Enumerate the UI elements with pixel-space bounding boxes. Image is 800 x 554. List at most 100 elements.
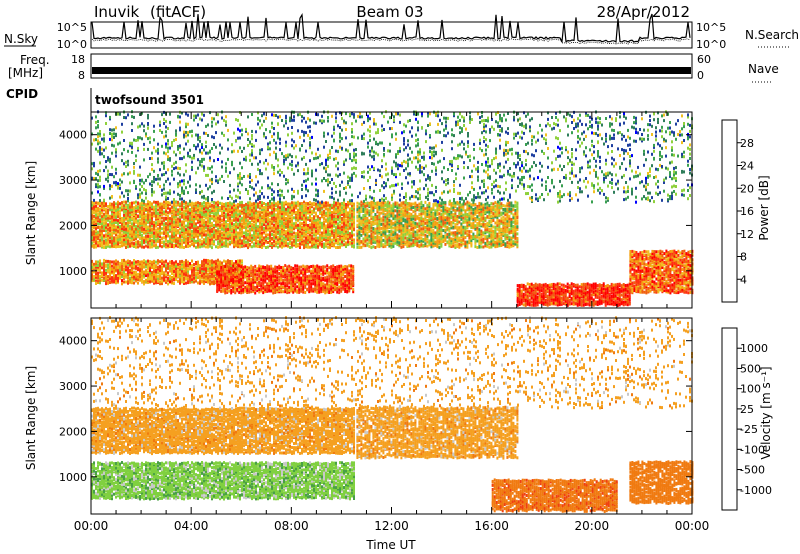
heatmap-cell — [293, 227, 295, 230]
heatmap-cell — [223, 207, 225, 210]
heatmap-cell — [327, 231, 329, 234]
heatmap-cell — [380, 204, 382, 207]
heatmap-cell — [191, 206, 193, 209]
heatmap-cell — [93, 236, 95, 239]
heatmap-cell — [360, 220, 362, 223]
heatmap-cell — [303, 239, 305, 242]
heatmap-cell — [271, 237, 273, 240]
heatmap-cell — [331, 211, 333, 214]
heatmap-cell — [282, 290, 284, 293]
heatmap-cell — [325, 225, 327, 228]
heatmap-cell — [157, 212, 159, 215]
heatmap-cell — [191, 243, 193, 246]
heatmap-cell — [299, 227, 301, 230]
heatmap-cell — [317, 237, 319, 240]
heatmap-cell — [263, 227, 265, 230]
heatmap-cell — [167, 240, 169, 243]
heatmap-cell — [358, 206, 360, 209]
heatmap-cell — [233, 230, 235, 233]
heatmap-cell — [368, 202, 370, 205]
heatmap-cell — [105, 239, 107, 242]
heatmap-cell — [167, 221, 169, 224]
power-panel: 1000200030004000 Slant Range [km] 481216… — [24, 110, 771, 308]
heatmap-cell — [278, 286, 280, 289]
heatmap-cell — [131, 281, 133, 284]
heatmap-cell — [229, 236, 231, 239]
heatmap-cell — [273, 219, 275, 222]
heatmap-cell — [187, 242, 189, 245]
heatmap-cell — [97, 213, 99, 216]
heatmap-cell — [169, 240, 171, 243]
heatmap-cell — [267, 246, 269, 249]
heatmap-cell — [337, 246, 339, 249]
heatmap-cell — [197, 271, 199, 274]
heatmap-cell — [293, 202, 295, 205]
heatmap-cell — [99, 259, 101, 262]
heatmap-cell — [311, 225, 313, 228]
heatmap-cell — [370, 215, 372, 218]
heatmap-cell — [175, 204, 177, 207]
heatmap-cell — [287, 222, 289, 225]
heatmap-cell — [368, 235, 370, 238]
heatmap-cell — [93, 263, 95, 266]
heatmap-cell — [179, 235, 181, 238]
heatmap-cell — [205, 221, 207, 224]
heatmap-cell — [329, 246, 331, 249]
heatmap-cell — [271, 233, 273, 236]
heatmap-cell — [330, 280, 332, 283]
heatmap-cell — [117, 203, 119, 206]
heatmap-cell — [239, 218, 241, 221]
heatmap-cell — [135, 225, 137, 228]
heatmap-cell — [312, 282, 314, 285]
heatmap-cell — [123, 211, 125, 214]
heatmap-cell — [321, 204, 323, 207]
heatmap-cell — [281, 239, 283, 242]
heatmap-cell — [161, 232, 163, 235]
heatmap-cell — [282, 272, 284, 275]
heatmap-cell — [195, 215, 197, 218]
heatmap-cell — [335, 226, 337, 229]
heatmap-cell — [195, 261, 197, 264]
heatmap-cell — [339, 246, 341, 249]
heatmap-cell — [101, 262, 103, 265]
heatmap-cell — [267, 241, 269, 244]
heatmap-cell — [341, 241, 343, 244]
heatmap-cell — [366, 217, 368, 220]
heatmap-cell — [145, 238, 147, 241]
heatmap-cell — [323, 243, 325, 246]
heatmap-cell — [243, 211, 245, 214]
heatmap-cell — [274, 275, 276, 278]
heatmap-cell — [258, 265, 260, 268]
heatmap-cell — [171, 219, 173, 222]
heatmap-cell — [341, 202, 343, 205]
heatmap-cell — [173, 282, 175, 285]
heatmap-cell — [113, 260, 115, 263]
heatmap-cell — [121, 282, 123, 285]
heatmap-cell — [329, 225, 331, 228]
heatmap-cell — [245, 209, 247, 212]
heatmap-cell — [300, 287, 302, 290]
heatmap-cell — [135, 205, 137, 208]
heatmap-cell — [93, 275, 95, 278]
heatmap-cell — [291, 224, 293, 227]
heatmap-cell — [153, 201, 155, 204]
heatmap-cell — [183, 239, 185, 242]
heatmap-cell — [362, 224, 364, 227]
heatmap-cell — [99, 269, 101, 272]
heatmap-cell — [93, 278, 95, 281]
heatmap-cell — [280, 285, 282, 288]
heatmap-cell — [173, 273, 175, 276]
heatmap-cell — [119, 269, 121, 272]
heatmap-cell — [349, 211, 351, 214]
heatmap-cell — [125, 261, 127, 264]
heatmap-cell — [264, 285, 266, 288]
heatmap-cell — [155, 235, 157, 238]
heatmap-cell — [139, 269, 141, 272]
heatmap-cell — [244, 286, 246, 289]
heatmap-cell — [127, 269, 129, 272]
heatmap-cell — [145, 245, 147, 248]
heatmap-cell — [125, 231, 127, 234]
heatmap-cell — [201, 260, 203, 263]
heatmap-cell — [189, 226, 191, 229]
heatmap-cell — [145, 240, 147, 243]
